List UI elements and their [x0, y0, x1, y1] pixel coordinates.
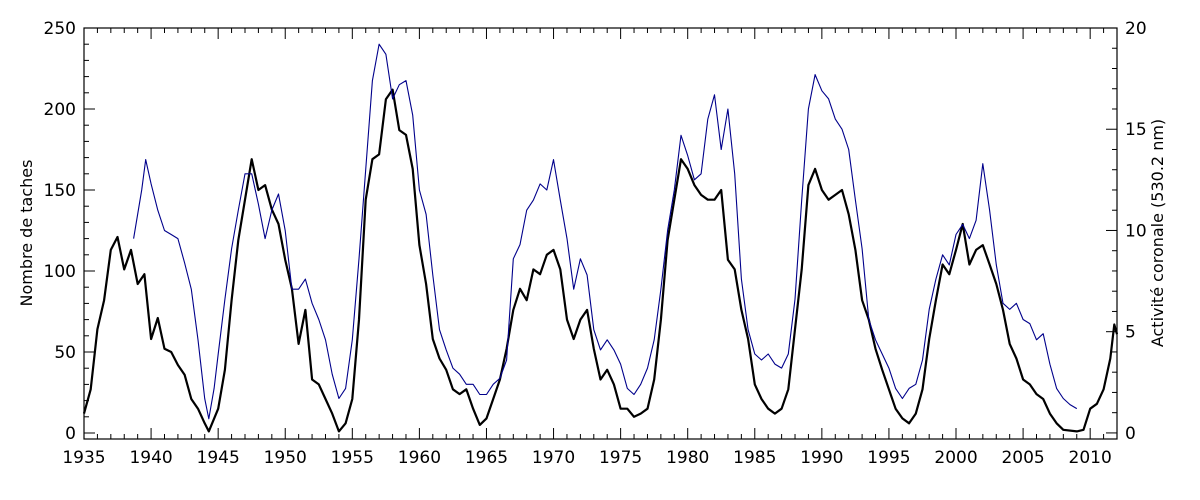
x-tick-label: 2005 [1001, 448, 1044, 468]
y-tick-label-left: 100 [44, 262, 76, 282]
x-tick-label: 1990 [800, 448, 843, 468]
y-tick-label-left: 150 [44, 181, 76, 201]
x-tick-label: 1970 [532, 448, 575, 468]
y-tick-label-right: 15 [1125, 120, 1147, 140]
x-tick-label: 1945 [197, 448, 240, 468]
x-tick-label: 2010 [1069, 448, 1112, 468]
plot-area: 1935 1940 1945 1950 1955 1960 1965 1970 1975 1980… [44, 19, 1147, 468]
y-tick-label-right: 0 [1125, 424, 1136, 444]
x-tick-label: 1980 [666, 448, 709, 468]
y-axis-title-right: Activité coronale (530.2 nm) [1148, 119, 1167, 347]
x-tick-label: 1940 [129, 448, 172, 468]
plot-frame [83, 27, 1118, 440]
y-tick-label-left: 200 [44, 100, 76, 120]
series-line-sunspots [82, 88, 1119, 433]
y-tick-label-right: 20 [1125, 19, 1147, 39]
y-tick-label-left: 250 [44, 19, 76, 39]
y-tick-label-right: 5 [1125, 323, 1136, 343]
y-tick-label-left: 0 [65, 424, 76, 444]
x-tick-label: 2000 [934, 448, 977, 468]
x-tick-label: 1955 [331, 448, 374, 468]
x-tick-label: 1965 [465, 448, 508, 468]
y-tick-label-right: 10 [1125, 221, 1147, 241]
series-line-coronal [133, 43, 1078, 420]
x-tick-label: 1995 [867, 448, 910, 468]
y-axis-title-left: Nombre de taches [17, 160, 36, 307]
x-tick-label: 1985 [733, 448, 776, 468]
y-tick-label-left: 50 [54, 343, 76, 363]
x-tick-label: 1960 [398, 448, 441, 468]
x-tick-label: 1975 [599, 448, 642, 468]
x-tick-label: 1935 [62, 448, 105, 468]
x-tick-label: 1950 [264, 448, 307, 468]
